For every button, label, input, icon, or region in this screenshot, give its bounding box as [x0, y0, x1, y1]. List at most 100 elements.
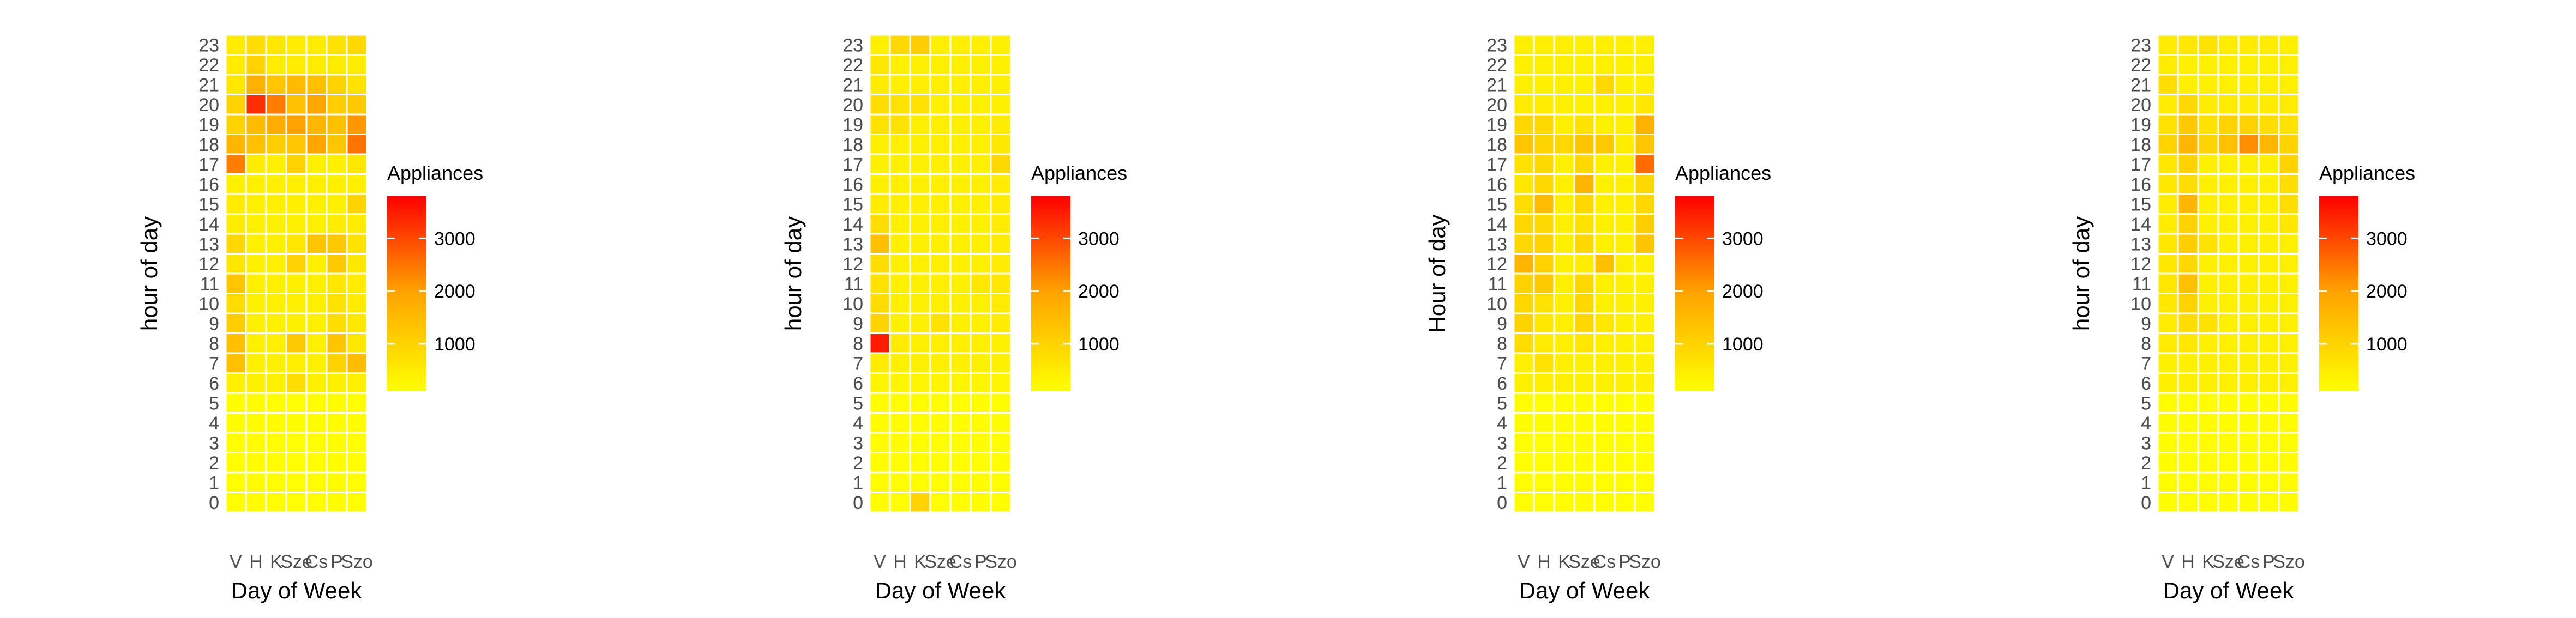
heatmap-tile-V-7: [2157, 352, 2179, 374]
heatmap-tile-P-18: [970, 134, 992, 155]
heatmap-tile-V-13: [1513, 233, 1535, 255]
x-tick-label: Szo: [341, 552, 373, 572]
heatmap-tile-H-8: [889, 332, 911, 354]
heatmap-tile-Sze-22: [1573, 54, 1596, 76]
heatmap-tile-V-11: [2157, 272, 2179, 294]
heatmap-tile-K-15: [2197, 193, 2219, 215]
heatmap-tile-V-8: [2157, 332, 2179, 354]
heatmap-tile-Cs-7: [949, 352, 972, 374]
heatmap-tile-Szo-16: [2278, 173, 2300, 195]
heatmap-tile-P-17: [326, 153, 348, 175]
heatmap-tile-V-5: [225, 392, 247, 414]
x-tick-label: H: [1537, 552, 1551, 572]
heatmap-tile-Sze-0: [1573, 492, 1596, 513]
x-tick-label: V: [874, 552, 886, 572]
heatmap-tile-Szo-9: [990, 312, 1012, 334]
y-tick-label: 2: [853, 453, 863, 474]
heatmap-tile-Sze-23: [285, 34, 308, 56]
heatmap-tile-Cs-0: [305, 492, 328, 513]
heatmap-tile-V-16: [2157, 173, 2179, 195]
heatmap-tile-V-0: [1513, 492, 1535, 513]
heatmap-tile-P-11: [2258, 272, 2280, 294]
heatmap-tile-Cs-11: [305, 272, 328, 294]
y-tick-label: 22: [842, 55, 863, 76]
y-tick-label: 5: [2141, 393, 2151, 414]
y-tick-label: 10: [842, 294, 863, 314]
x-tick-label: V: [2162, 552, 2174, 572]
heatmap-tile-H-1: [2177, 471, 2199, 493]
heatmap-tile-V-0: [2157, 492, 2179, 513]
heatmap-tile-Szo-9: [2278, 312, 2300, 334]
heatmap-tile-P-22: [1614, 54, 1636, 76]
heatmap-tile-K-16: [265, 173, 287, 195]
heatmap-tile-Szo-17: [990, 153, 1012, 175]
x-tick-label: K: [270, 552, 282, 572]
heatmap-tile-Szo-4: [2278, 412, 2300, 434]
y-tick-label: 21: [2130, 75, 2151, 95]
heatmap-tile-K-19: [2197, 113, 2219, 135]
heatmap-tile-Szo-12: [990, 253, 1012, 275]
x-tick-label: H: [2181, 552, 2195, 572]
y-tick-label: 17: [198, 154, 219, 175]
heatmap-tile-K-16: [909, 173, 931, 195]
heatmap-tile-P-2: [326, 452, 348, 474]
heatmap-tile-Cs-5: [949, 392, 972, 414]
heatmap-tile-Sze-22: [2217, 54, 2240, 76]
heatmap-tile-H-11: [2177, 272, 2199, 294]
heatmap-tile-V-12: [2157, 253, 2179, 275]
heatmap-tile-Sze-11: [929, 272, 952, 294]
legend-title: Appliances: [1675, 162, 1771, 184]
heatmap-tile-H-8: [1533, 332, 1555, 354]
heatmap-tile-Cs-12: [2237, 253, 2260, 275]
heatmap-tile-H-9: [2177, 312, 2199, 334]
heatmap-tile-Sze-4: [285, 412, 308, 434]
y-tick-label: 9: [209, 313, 219, 334]
heatmap-tile-K-6: [2197, 372, 2219, 394]
y-tick-label: 6: [853, 373, 863, 394]
y-tick-label: 3: [1497, 433, 1507, 453]
heatmap-tile-Sze-3: [929, 432, 952, 453]
heatmap-tile-V-9: [1513, 312, 1535, 334]
y-tick-label: 2: [1497, 453, 1507, 474]
heatmap-tile-P-9: [2258, 312, 2280, 334]
heatmap-tile-Sze-7: [2217, 352, 2240, 374]
heatmap-tile-K-5: [909, 392, 931, 414]
heatmap-tile-K-8: [1553, 332, 1575, 354]
y-tick-label: 7: [853, 353, 863, 374]
heatmap-tile-Cs-14: [949, 213, 972, 235]
heatmap-tile-H-14: [245, 213, 267, 235]
heatmap-tile-Cs-8: [1593, 332, 1616, 354]
heatmap-tile-Cs-6: [1593, 372, 1616, 394]
heatmap-tile-Szo-10: [346, 293, 368, 314]
heatmap-tile-K-16: [1553, 173, 1575, 195]
heatmap-tile-H-22: [1533, 54, 1555, 76]
heatmap-tile-H-20: [245, 94, 267, 116]
heatmap-tile-V-1: [1513, 471, 1535, 493]
heatmap-tile-Sze-15: [285, 193, 308, 215]
heatmap-tile-Szo-20: [346, 94, 368, 116]
heatmap-tile-Sze-15: [2217, 193, 2240, 215]
heatmap-tile-V-13: [869, 233, 891, 255]
heatmap-tile-Sze-19: [929, 113, 952, 135]
heatmap-tile-V-12: [869, 253, 891, 275]
heatmap-tile-Cs-12: [305, 253, 328, 275]
heatmap-tile-Sze-15: [929, 193, 952, 215]
heatmap-tile-K-5: [2197, 392, 2219, 414]
heatmap-tile-Cs-7: [1593, 352, 1616, 374]
heatmap-tile-Sze-11: [2217, 272, 2240, 294]
heatmap-tile-V-3: [1513, 432, 1535, 453]
y-tick-label: 13: [842, 234, 863, 255]
heatmap-tile-Szo-16: [990, 173, 1012, 195]
heatmap-tile-P-4: [970, 412, 992, 434]
heatmap-tile-H-16: [245, 173, 267, 195]
heatmap-tile-Cs-4: [1593, 412, 1616, 434]
y-tick-label: 1: [1497, 472, 1507, 493]
heatmap-tile-Szo-8: [2278, 332, 2300, 354]
heatmap-tile-K-10: [265, 293, 287, 314]
heatmap-tile-K-23: [2197, 34, 2219, 56]
y-tick-label: 13: [2130, 234, 2151, 255]
heatmap-tile-K-11: [265, 272, 287, 294]
y-tick-label: 19: [842, 114, 863, 135]
heatmap-tile-K-0: [265, 492, 287, 513]
heatmap-tile-H-20: [1533, 94, 1555, 116]
